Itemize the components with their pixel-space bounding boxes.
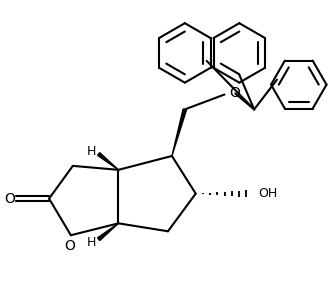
Text: OH: OH [258, 187, 278, 200]
Polygon shape [98, 153, 118, 170]
Text: O: O [229, 85, 240, 99]
Polygon shape [172, 109, 186, 156]
Text: O: O [4, 192, 15, 206]
Text: H: H [87, 144, 96, 157]
Polygon shape [98, 223, 118, 240]
Text: O: O [64, 239, 75, 253]
Text: H: H [87, 236, 96, 249]
